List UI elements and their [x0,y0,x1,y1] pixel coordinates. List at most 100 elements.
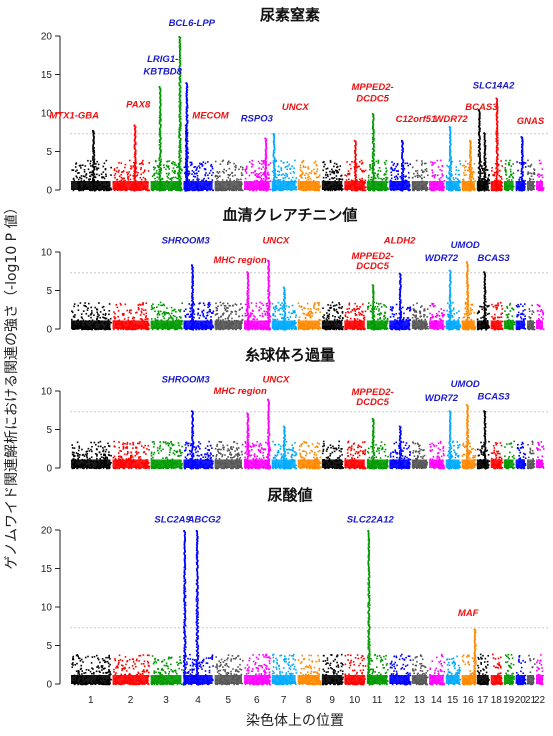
data-point [155,160,157,163]
data-point [138,189,141,191]
data-point [354,185,356,188]
data-point [504,167,506,169]
peak-top-point [264,137,267,140]
data-point [299,175,301,177]
data-point [235,166,237,169]
data-point [384,163,387,165]
data-point [185,126,188,128]
data-point [160,149,162,151]
data-point [421,160,423,162]
data-point [133,187,136,189]
data-point [159,115,161,117]
data-point [265,141,267,143]
data-point [91,189,94,191]
data-point [97,328,99,331]
data-point [373,190,375,192]
data-point [313,305,315,308]
chromosome-density-floor [150,181,182,190]
data-point [154,177,156,180]
data-point [103,317,105,319]
data-point [265,304,268,307]
data-point [515,189,518,192]
data-point [394,178,397,181]
data-point [180,183,182,185]
data-point [387,188,389,190]
data-point [190,161,193,164]
data-point [396,164,399,166]
data-point [179,127,182,130]
data-point [354,157,357,160]
data-point [174,176,177,179]
data-point [401,177,404,179]
data-point [179,95,181,98]
data-point [134,168,137,171]
data-point [496,99,499,101]
data-point [499,189,501,191]
data-point [179,36,182,39]
data-point [134,146,136,149]
data-point [292,170,295,173]
data-point [73,305,75,308]
data-point [477,138,480,141]
data-point [401,174,403,177]
data-point [485,157,487,160]
chromosome-density-floor [476,181,489,190]
data-point [496,170,498,172]
chromosome-density-floor [71,181,111,190]
chromosome-band-15 [445,160,462,192]
data-point [180,151,182,154]
data-point [257,173,260,176]
data-point [173,163,176,166]
data-point [418,175,421,177]
data-point [178,155,181,158]
data-point [261,160,263,162]
data-point [484,179,486,181]
data-point [364,186,367,188]
data-point [186,133,188,136]
peak-top-point [469,139,471,142]
data-point [92,148,94,150]
data-point [294,179,296,182]
data-point [402,181,405,184]
data-point [484,188,486,190]
data-point [372,123,375,125]
data-point [308,172,311,174]
data-point [159,87,162,90]
data-point [133,188,136,190]
data-point [71,318,73,321]
data-point [397,173,399,175]
data-point [528,177,531,180]
data-point [239,328,242,331]
data-point [134,189,137,191]
data-point [264,174,266,177]
data-point [470,142,472,145]
data-point [156,306,158,308]
data-point [176,316,178,319]
y-tick-label: 0 [46,325,52,336]
data-point [83,179,85,182]
data-point [333,165,335,168]
data-point [189,310,191,313]
data-point [198,328,200,331]
data-point [174,170,177,173]
gene-label: SLC14A2 [473,80,515,91]
data-point [520,169,523,172]
data-point [186,119,189,122]
data-point [179,172,182,175]
data-point [104,317,107,320]
association-peak-chr7 [272,133,276,192]
data-point [137,306,140,309]
data-point [359,179,362,182]
data-point [264,153,267,155]
data-point [186,172,188,174]
data-point [266,312,269,315]
chromosome-band-5 [214,159,244,192]
data-point [496,136,498,138]
peak-top-point [353,139,356,142]
data-point [472,177,475,180]
data-point [533,171,535,174]
data-point [187,172,189,175]
data-point [259,314,261,317]
data-point [331,177,333,179]
